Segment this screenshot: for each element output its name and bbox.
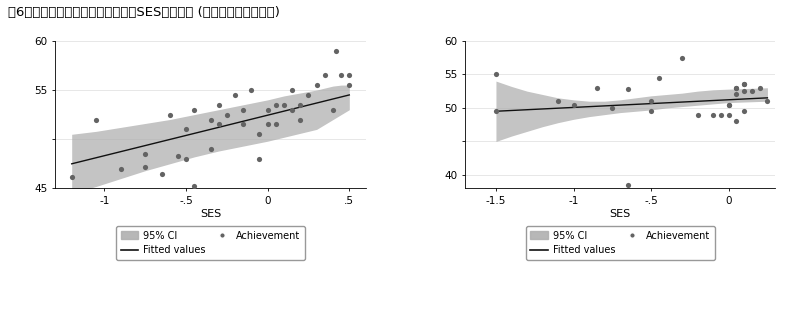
- Point: [335, 73, 347, 78]
- Point: [261, 107, 274, 112]
- Point: [738, 82, 751, 87]
- Point: [746, 89, 759, 94]
- Point: [753, 85, 766, 90]
- X-axis label: SES: SES: [609, 209, 630, 219]
- Point: [330, 48, 343, 53]
- Point: [172, 154, 184, 159]
- Point: [730, 85, 743, 90]
- Point: [707, 112, 720, 117]
- Point: [237, 122, 249, 127]
- Point: [761, 99, 774, 104]
- Point: [653, 75, 665, 80]
- Point: [237, 107, 249, 112]
- Point: [204, 117, 217, 122]
- Point: [738, 82, 751, 87]
- Point: [738, 109, 751, 114]
- Point: [490, 109, 502, 114]
- Legend: 95% CI, Fitted values, Achievement: 95% CI, Fitted values, Achievement: [116, 226, 305, 260]
- Point: [490, 72, 502, 77]
- Point: [278, 102, 290, 107]
- Point: [730, 119, 743, 124]
- Point: [310, 83, 323, 88]
- Point: [722, 102, 735, 107]
- Point: [730, 92, 743, 97]
- Point: [645, 109, 657, 114]
- Point: [139, 164, 152, 169]
- Point: [155, 171, 168, 176]
- Point: [229, 92, 241, 97]
- Point: [187, 184, 200, 189]
- Point: [319, 73, 331, 78]
- Point: [738, 89, 751, 94]
- Point: [622, 87, 634, 92]
- Point: [343, 83, 356, 88]
- Point: [66, 174, 78, 179]
- Point: [327, 107, 339, 112]
- Point: [590, 85, 603, 90]
- Point: [676, 55, 688, 60]
- Point: [730, 85, 743, 90]
- Point: [261, 122, 274, 127]
- Point: [270, 122, 282, 127]
- Point: [253, 156, 266, 161]
- Point: [180, 156, 192, 161]
- Point: [115, 166, 127, 171]
- Point: [302, 92, 315, 97]
- Point: [164, 112, 176, 117]
- Point: [212, 102, 225, 107]
- Point: [221, 112, 233, 117]
- Point: [722, 112, 735, 117]
- Text: 嘷6　学校レベルでの学力スコアとSESの散布図 (小５が左、中２が右): 嘷6 学校レベルでの学力スコアとSESの散布図 (小５が左、中２が右): [8, 6, 280, 19]
- Point: [180, 127, 192, 132]
- Point: [204, 147, 217, 152]
- Legend: 95% CI, Fitted values, Achievement: 95% CI, Fitted values, Achievement: [525, 226, 714, 260]
- Point: [714, 112, 727, 117]
- Point: [691, 112, 704, 117]
- Point: [551, 99, 564, 104]
- Point: [606, 106, 619, 111]
- Point: [343, 73, 356, 78]
- Point: [270, 102, 282, 107]
- Point: [645, 99, 657, 104]
- Point: [253, 132, 266, 137]
- Point: [294, 117, 307, 122]
- X-axis label: SES: SES: [200, 209, 221, 219]
- Point: [90, 117, 103, 122]
- Point: [722, 102, 735, 107]
- Point: [212, 122, 225, 127]
- Point: [622, 182, 634, 187]
- Point: [245, 88, 258, 93]
- Point: [286, 107, 298, 112]
- Point: [139, 151, 152, 156]
- Point: [294, 102, 307, 107]
- Point: [187, 107, 200, 112]
- Point: [567, 102, 580, 107]
- Point: [286, 88, 298, 93]
